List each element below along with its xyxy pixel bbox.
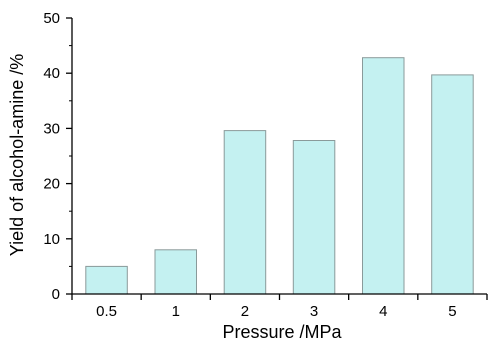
- x-axis-label: Pressure /MPa: [222, 322, 342, 342]
- y-tick-label: 10: [43, 231, 60, 248]
- bar-5: [431, 74, 474, 295]
- y-tick-label: 20: [43, 176, 60, 193]
- y-axis-label: Yield of alcohol-amine /%: [7, 54, 27, 256]
- bar-2: [223, 130, 267, 295]
- y-ticks-group: 0 10 20 30 40 50: [43, 10, 72, 303]
- axes-group: [71, 18, 487, 295]
- x-tick-label: 4: [379, 303, 387, 320]
- y-tick-label: 40: [43, 65, 60, 82]
- y-tick-label: 50: [43, 10, 60, 27]
- x-tick-label: 0.5: [96, 303, 117, 320]
- x-ticks-group: 0.5 1 2 3 4 5: [71, 294, 488, 320]
- y-tick-label: 30: [43, 120, 60, 137]
- bar-4: [362, 57, 405, 295]
- y-tick-label: 0: [52, 286, 60, 303]
- bar-0.5: [85, 265, 128, 295]
- bar-3: [292, 140, 336, 295]
- bars-group: [85, 57, 474, 295]
- x-tick-label: 3: [310, 303, 318, 320]
- x-tick-label: 1: [172, 303, 180, 320]
- bar-1: [154, 249, 197, 295]
- x-tick-label: 5: [448, 303, 456, 320]
- x-tick-label: 2: [241, 303, 249, 320]
